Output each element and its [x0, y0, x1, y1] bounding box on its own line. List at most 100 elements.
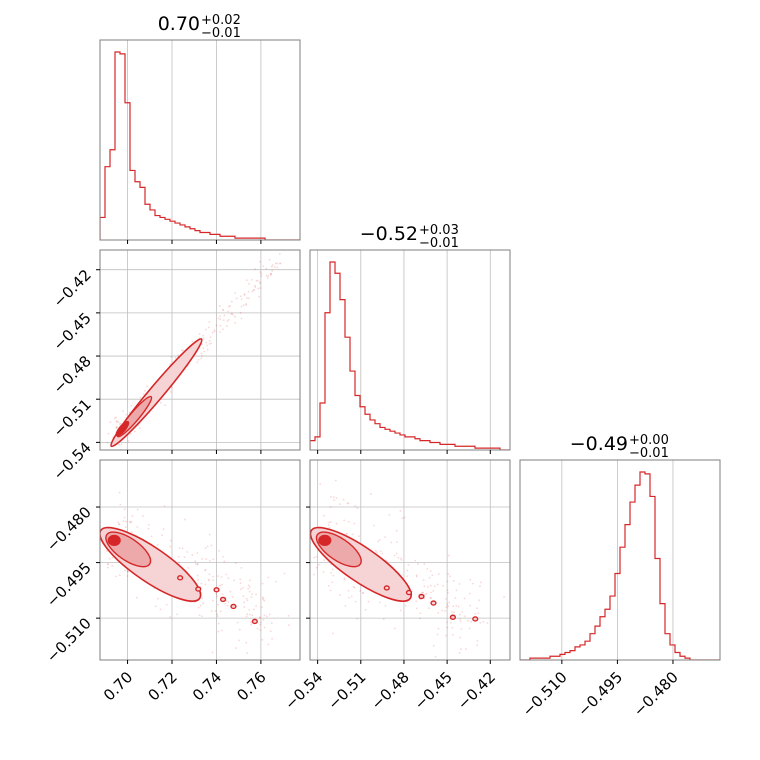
sample-point: [204, 583, 207, 586]
sample-point: [472, 582, 474, 585]
sample-point: [364, 608, 367, 611]
sample-point: [246, 613, 249, 616]
sample-point: [196, 562, 199, 565]
sample-point: [223, 314, 226, 317]
sample-point: [159, 608, 162, 611]
sample-point: [268, 613, 271, 616]
sample-point: [245, 279, 248, 282]
sample-point: [129, 521, 132, 524]
sample-point: [257, 287, 260, 290]
contour-island: [251, 618, 258, 625]
sample-point: [377, 540, 380, 543]
sample-point: [211, 599, 214, 602]
sample-point: [460, 627, 463, 630]
sample-point: [115, 575, 118, 578]
sample-point: [446, 603, 449, 606]
sample-point: [177, 561, 180, 564]
sample-point: [238, 628, 241, 631]
sample-point: [343, 519, 346, 522]
sample-point: [253, 288, 255, 291]
tick-label-x: 0.76: [233, 668, 269, 704]
sample-point: [246, 652, 248, 655]
sample-point: [503, 596, 506, 598]
sample-point: [124, 569, 126, 572]
sample-point: [457, 605, 460, 608]
sample-point: [262, 598, 265, 601]
tick-label-x: −0.45: [411, 668, 456, 713]
sample-point: [254, 268, 257, 270]
sample-point: [448, 601, 451, 604]
sample-point: [437, 611, 440, 614]
sample-point: [130, 404, 133, 407]
sample-point: [212, 558, 215, 561]
sample-point: [353, 522, 356, 525]
sample-point: [251, 593, 253, 596]
sample-point: [329, 521, 332, 524]
sample-point: [415, 574, 418, 577]
sample-point: [128, 411, 131, 414]
sample-point: [423, 562, 426, 565]
sample-point: [223, 560, 226, 563]
sample-point: [275, 580, 277, 583]
sample-point: [335, 522, 338, 525]
sample-point: [239, 582, 242, 585]
sample-point: [115, 420, 118, 422]
sample-point: [269, 630, 272, 633]
sample-point: [215, 593, 218, 596]
tick-label-x: −0.51: [324, 668, 369, 713]
sample-point: [378, 601, 381, 604]
sample-point: [459, 620, 462, 623]
sample-point: [400, 557, 402, 560]
sample-point: [271, 269, 274, 272]
sample-point: [263, 626, 266, 629]
sample-point: [468, 627, 471, 630]
sample-point: [250, 623, 253, 626]
panel-frame: [309, 249, 511, 451]
sample-point: [403, 516, 406, 519]
sample-point: [397, 556, 400, 559]
sample-point: [184, 518, 186, 521]
sample-point: [198, 333, 201, 335]
contour-island: [418, 593, 425, 600]
sample-point: [278, 262, 281, 265]
sample-point: [334, 479, 337, 482]
sample-point: [458, 583, 461, 585]
sample-point: [178, 547, 181, 549]
sample-point: [254, 286, 257, 288]
sample-point: [170, 355, 173, 358]
contour-island: [472, 616, 479, 622]
contour-inner: [318, 534, 332, 546]
sample-point: [429, 597, 432, 599]
sample-point: [270, 622, 273, 625]
sample-point: [422, 591, 425, 594]
sample-point: [219, 324, 222, 327]
sample-point: [455, 589, 458, 592]
sample-point: [124, 526, 127, 529]
sample-point: [196, 563, 199, 566]
sample-point: [384, 536, 386, 538]
sample-point: [442, 584, 445, 587]
sample-point: [270, 274, 272, 276]
sample-point: [177, 555, 180, 558]
sample-point: [327, 584, 330, 587]
sample-point: [146, 385, 148, 388]
sample-point: [247, 587, 250, 590]
sample-point: [463, 615, 466, 618]
sample-point: [390, 541, 393, 544]
sample-point: [381, 552, 384, 555]
sample-point: [164, 404, 167, 407]
sample-point: [265, 615, 268, 618]
sample-point: [426, 567, 429, 570]
sample-point: [256, 627, 259, 630]
sample-point: [248, 608, 251, 611]
title-p2-upper: +0.00: [629, 433, 669, 448]
sample-point: [182, 349, 185, 352]
sample-point: [229, 590, 232, 593]
sample-point: [469, 578, 472, 581]
sample-point: [459, 613, 461, 616]
sample-point: [123, 508, 126, 511]
sample-point: [422, 579, 425, 581]
sample-point: [169, 545, 172, 548]
sample-point: [254, 284, 256, 287]
sample-point: [415, 575, 418, 578]
